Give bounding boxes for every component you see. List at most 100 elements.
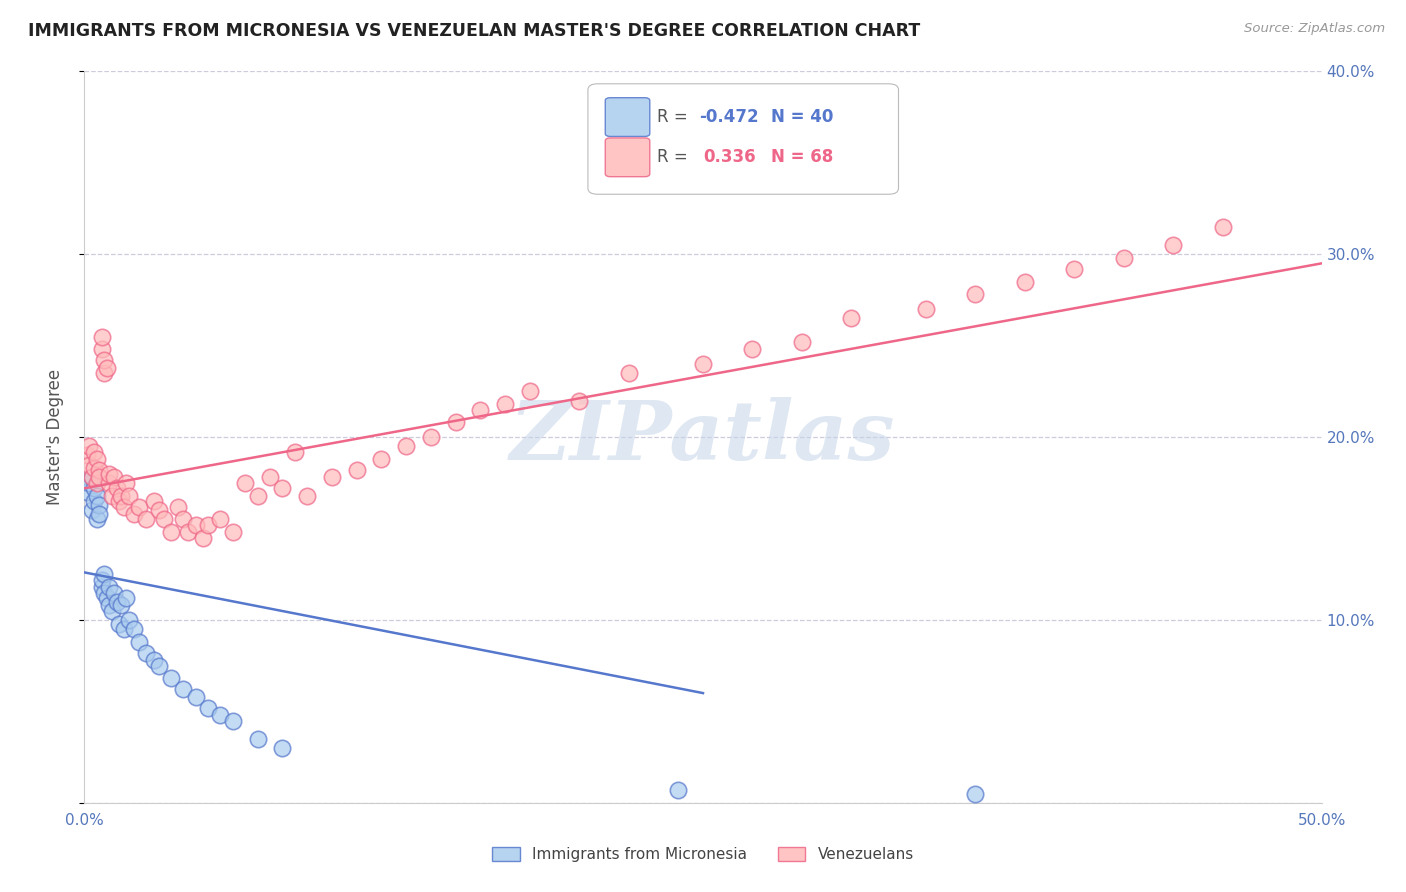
Point [172,682,194,697]
FancyBboxPatch shape [588,84,898,194]
Point [98,475,121,490]
Point [103,470,125,484]
Point [128,500,150,514]
Point [914,301,936,317]
Point [96,360,118,375]
Point [89,498,111,512]
Point [90,580,112,594]
Point [86,489,108,503]
Point [209,708,232,723]
Point [295,489,318,503]
Point [98,580,121,594]
Point [79,439,101,453]
Y-axis label: Master's Degree: Master's Degree [45,369,63,505]
Point [209,512,232,526]
Point [103,585,125,599]
Point [83,461,105,475]
Point [89,507,111,521]
Point [184,517,207,532]
Point [93,353,115,368]
Point [89,463,111,477]
Point [83,481,105,495]
Point [284,444,307,458]
Point [115,591,138,605]
Point [1112,251,1135,265]
Point [90,329,112,343]
Point [519,384,541,399]
Point [666,783,689,797]
Point [419,430,441,444]
Point [1212,219,1234,234]
Point [259,470,281,484]
Point [108,494,131,508]
Point [965,287,987,301]
Point [100,604,122,618]
Point [1014,275,1036,289]
Point [148,658,170,673]
Point [83,444,105,458]
Point [470,402,492,417]
Text: 0.336: 0.336 [703,148,755,166]
Point [321,470,343,484]
Point [148,503,170,517]
Point [160,525,183,540]
Point [90,573,112,587]
Point [76,449,98,463]
Point [112,622,135,636]
Point [246,489,269,503]
Point [184,690,207,704]
Point [197,700,219,714]
Point [89,470,111,484]
Point [370,452,392,467]
Point [110,489,132,503]
Point [76,485,98,500]
Point [222,525,245,540]
Point [152,512,174,526]
Point [90,343,112,357]
Point [98,599,121,613]
Point [246,731,269,746]
Point [965,787,987,801]
Point [80,503,103,517]
Point [93,366,115,380]
Point [86,475,108,490]
Point [1161,238,1184,252]
Text: N = 40: N = 40 [770,109,834,127]
Point [105,481,128,495]
Point [105,594,128,608]
Point [191,531,214,545]
Point [741,343,763,357]
Point [112,500,135,514]
Point [197,517,219,532]
Point [177,525,200,540]
Point [271,740,294,755]
Point [135,646,157,660]
Point [86,512,108,526]
Point [271,481,294,495]
Point [79,475,101,490]
Point [617,366,640,380]
Point [395,439,418,453]
Point [142,653,165,667]
Point [135,512,157,526]
Point [346,463,368,477]
Point [122,507,145,521]
Point [233,475,256,490]
Text: Source: ZipAtlas.com: Source: ZipAtlas.com [1244,22,1385,36]
Point [100,489,122,503]
Point [98,467,121,481]
Point [110,599,132,613]
Point [841,311,863,326]
Point [118,613,141,627]
Point [444,416,467,430]
Point [118,489,141,503]
Point [86,452,108,467]
Point [172,512,194,526]
Point [142,494,165,508]
Point [79,458,101,472]
Point [93,585,115,599]
Point [790,334,813,349]
Text: N = 68: N = 68 [770,148,834,166]
FancyBboxPatch shape [605,138,650,177]
Point [160,672,183,686]
